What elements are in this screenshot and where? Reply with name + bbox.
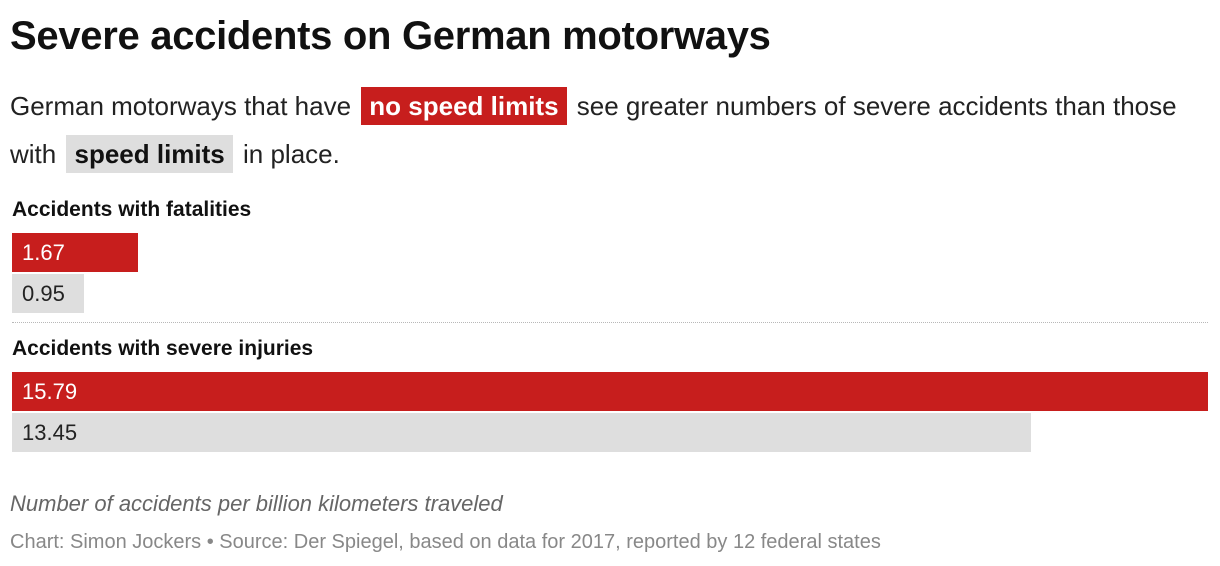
chart-description: German motorways that have no speed limi… <box>10 82 1210 178</box>
group-divider <box>12 322 1208 323</box>
bar-fatalities-no-speed-limits: 1.67 <box>12 233 138 272</box>
chart-note: Number of accidents per billion kilomete… <box>10 491 503 516</box>
group-severe-injuries: Accidents with severe injuries 15.79 13.… <box>12 334 1208 454</box>
legend-speed-limits: speed limits <box>66 135 233 173</box>
description-text-2: see greater numbers of severe accidents … <box>10 91 1177 169</box>
group-title-fatalities: Accidents with fatalities <box>12 198 252 221</box>
legend-no-speed-limits: no speed limits <box>361 87 567 125</box>
bar-injuries-no-speed-limits: 15.79 <box>12 372 1208 411</box>
bar-fatalities-speed-limits: 0.95 <box>12 274 84 313</box>
description-text-1: German motorways that have <box>10 91 352 121</box>
group-title-severe-injuries: Accidents with severe injuries <box>12 337 314 360</box>
description-text-3: in place. <box>243 139 340 169</box>
group-fatalities: Accidents with fatalities 1.67 0.95 <box>12 195 1208 315</box>
bar-injuries-speed-limits: 13.45 <box>12 413 1031 452</box>
chart-title: Severe accidents on German motorways <box>10 14 771 58</box>
chart-source: Chart: Simon Jockers • Source: Der Spieg… <box>10 531 881 553</box>
